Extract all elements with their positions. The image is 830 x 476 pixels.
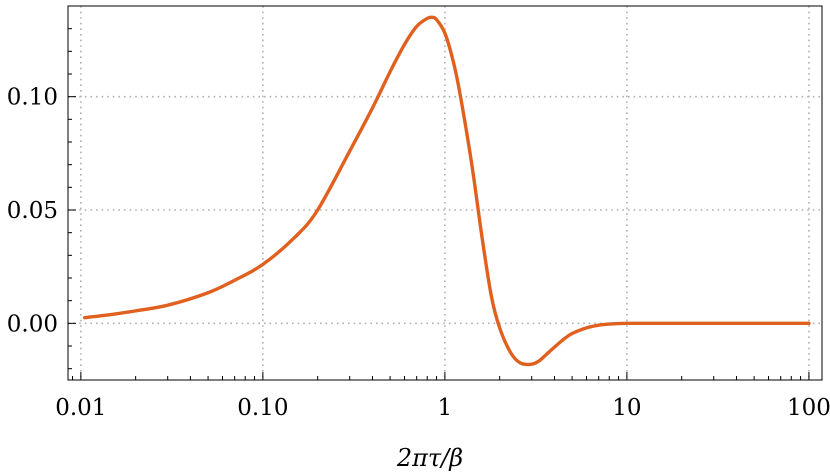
x-tick-label: 100 <box>787 395 830 421</box>
y-tick-label: 0.05 <box>7 198 58 224</box>
x-axis-title: 2πτ/β <box>396 444 463 472</box>
x-tick-label: 0.01 <box>55 395 106 421</box>
x-tick-label: 0.10 <box>237 395 288 421</box>
series-line <box>83 15 811 367</box>
tick-labels: 0.01 0.10 1 10 100 0.00 0.05 0.10 <box>7 85 830 421</box>
x-tick-label: 10 <box>612 395 641 421</box>
series-layer <box>83 15 811 367</box>
y-tick-label: 0.10 <box>7 85 58 111</box>
y-tick-label: 0.00 <box>7 311 58 337</box>
axis-ticks <box>68 28 810 380</box>
x-tick-label: 1 <box>438 395 453 421</box>
